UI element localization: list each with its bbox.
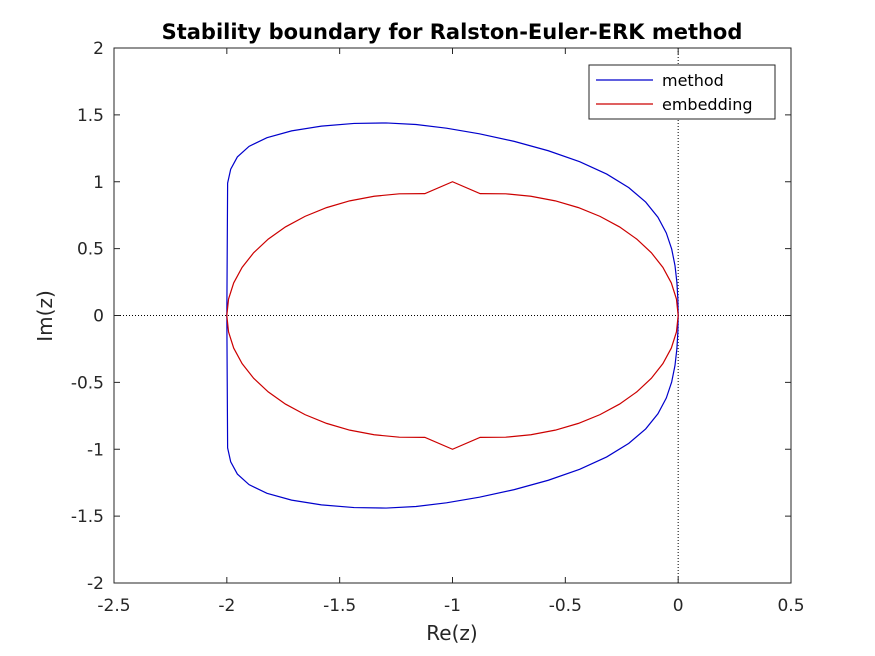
y-axis-label: Im(z): [33, 290, 57, 341]
y-tick-label: 0: [93, 307, 104, 327]
series-line-embedding: [226, 181, 679, 450]
y-tick-label: 1.5: [77, 106, 104, 126]
legend: method embedding: [588, 64, 776, 120]
x-tick-label: -2: [218, 596, 235, 616]
x-tick-label: -2.5: [97, 596, 130, 616]
y-tick-label: 2: [93, 39, 104, 59]
x-tick-label: -1: [444, 596, 461, 616]
y-tick-label: -2: [87, 574, 104, 594]
x-axis-label: Re(z): [426, 621, 477, 645]
legend-label-method: method: [662, 71, 724, 90]
x-tick-label: 0.5: [777, 596, 804, 616]
x-tick-label: -1.5: [323, 596, 356, 616]
chart-title: Stability boundary for Ralston-Euler-ERK…: [162, 20, 743, 44]
y-tick-label: -1: [87, 440, 104, 460]
x-tick-label: -0.5: [549, 596, 582, 616]
x-tick-label: 0: [673, 596, 684, 616]
plot-area: -2.5 -2 -1.5 -1 -0.5 0 0.5-2-1.5-1-0.500.511.5…: [71, 39, 805, 616]
y-tick-label: 1: [93, 173, 104, 193]
legend-box: [588, 64, 776, 120]
legend-label-embedding: embedding: [662, 95, 752, 114]
y-tick-label: -1.5: [71, 507, 104, 527]
y-tick-label: 0.5: [77, 240, 104, 260]
y-tick-label: -0.5: [71, 373, 104, 393]
